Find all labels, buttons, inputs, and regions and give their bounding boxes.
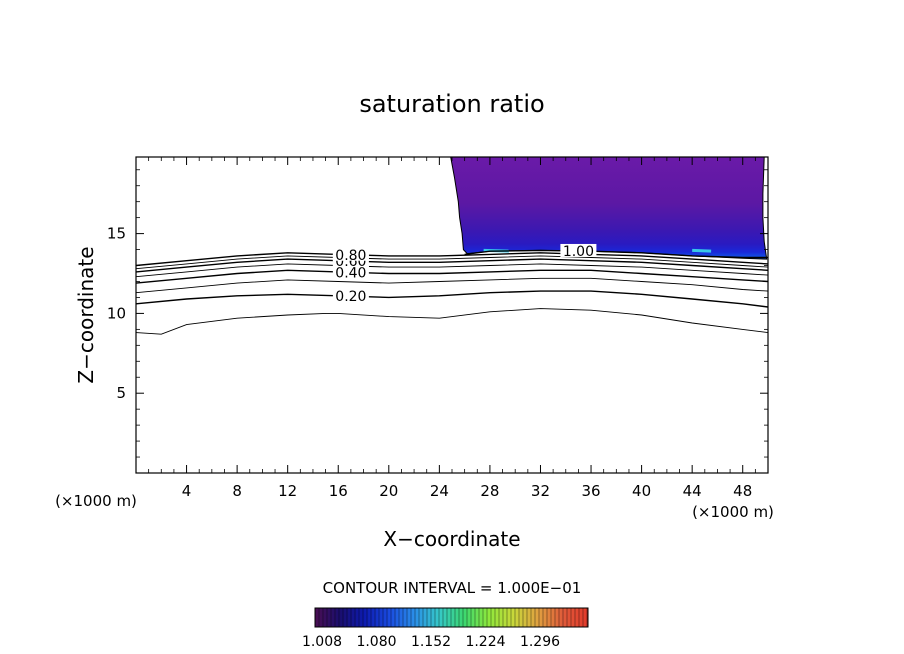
x-tick-label-2: 12: [278, 482, 297, 500]
x-tick-label-4: 20: [379, 482, 398, 500]
contour-label-bg-7: [332, 247, 369, 261]
contour-line-5: [136, 258, 768, 273]
contour-label-7: 0.80: [335, 248, 366, 264]
contour-lines: [136, 249, 768, 335]
contour-line-7: [136, 252, 768, 267]
colorbar-tick-label-2: 1.152: [411, 634, 451, 650]
x-tick-label-8: 36: [581, 482, 600, 500]
x-tick-label-7: 32: [531, 482, 550, 500]
x-tick-label-6: 28: [480, 482, 499, 500]
contour-interval-label: CONTOUR INTERVAL = 1.000E−01: [323, 579, 582, 597]
contour-label-bg-3: [332, 265, 369, 279]
contour-line-8: [464, 249, 768, 259]
x-unit-label-left: (×1000 m): [55, 492, 137, 510]
y-tick-label-0: 5: [116, 384, 126, 402]
contour-line-6: [136, 255, 768, 270]
colorbar-tick-label-3: 1.224: [465, 634, 505, 650]
contour-line-3: [136, 269, 768, 284]
x-unit-label-right: (×1000 m): [692, 503, 774, 521]
colorbar-tick-label-4: 1.296: [520, 634, 560, 650]
x-tick-label-1: 8: [232, 482, 242, 500]
colorbar-frame: [314, 607, 589, 628]
supersaturation-fill: [450, 157, 768, 260]
x-axis-label: X−coordinate: [383, 527, 520, 551]
x-tick-label-11: 48: [733, 482, 752, 500]
y-tick-label-2: 15: [107, 225, 126, 243]
fill-region: [450, 157, 768, 260]
contour-labels: 0.200.400.600.80 1.00: [332, 243, 597, 305]
x-tick-label-9: 40: [632, 482, 651, 500]
colorbar-tick-label-1: 1.080: [356, 634, 396, 650]
contour-line-1: [136, 290, 768, 308]
x-tick-label-10: 44: [683, 482, 702, 500]
contour-line-2: [136, 277, 768, 294]
colorbar-tick-label-0: 1.008: [302, 634, 342, 650]
colorbar: 1.008 1.080 1.152 1.224 1.296: [302, 607, 589, 650]
contour-label-8: 1.00: [563, 244, 594, 260]
contour-line-4: [136, 263, 768, 278]
fill-highlight-2: [692, 248, 712, 253]
y-axis-label: Z−coordinate: [74, 246, 98, 383]
contour-label-bg-8: [560, 243, 597, 257]
y-tick-label-1: 10: [107, 304, 126, 322]
x-tick-label-3: 16: [329, 482, 348, 500]
chart-title: saturation ratio: [359, 90, 544, 118]
x-tick-label-5: 24: [430, 482, 449, 500]
contour-label-1: 0.20: [335, 289, 366, 305]
contour-label-bg-1: [332, 289, 369, 303]
contour-label-3: 0.40: [335, 265, 366, 281]
contour-line-0: [136, 308, 768, 335]
x-tick-label-0: 4: [182, 482, 192, 500]
